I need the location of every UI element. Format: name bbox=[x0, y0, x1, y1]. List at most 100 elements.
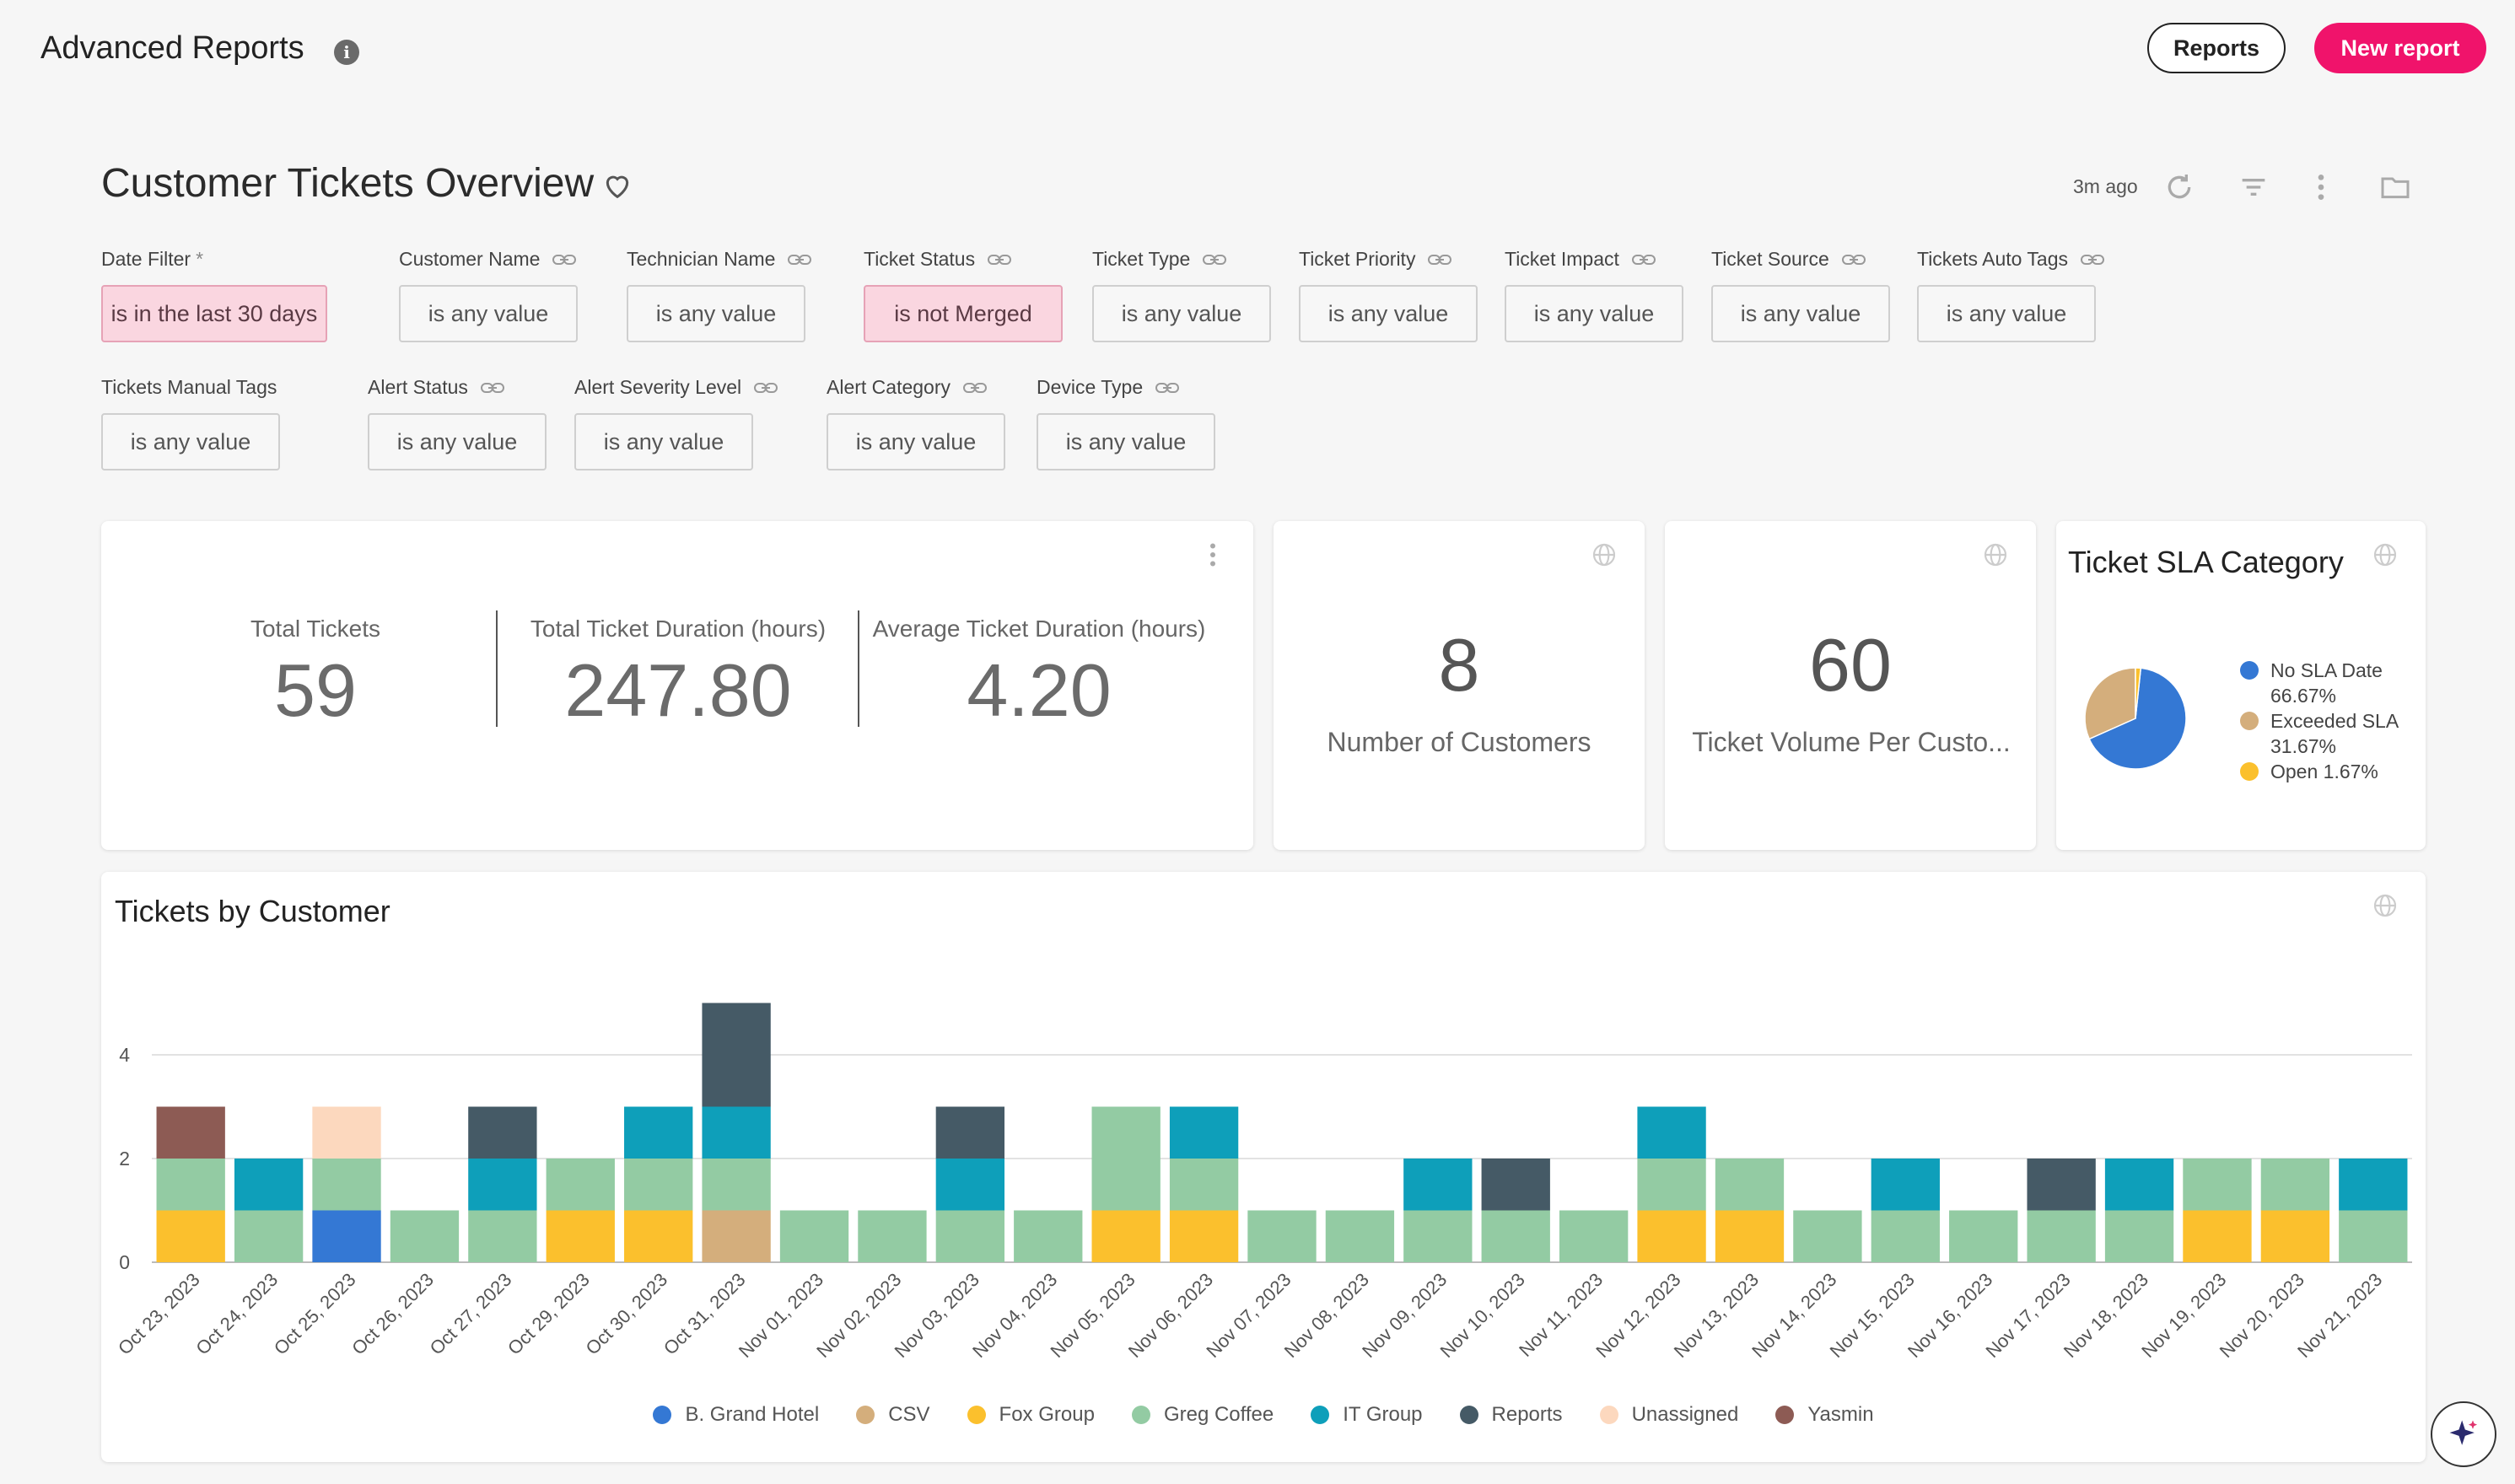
bar-segment[interactable] bbox=[157, 1211, 225, 1263]
filter-value-pill[interactable]: is any value bbox=[101, 413, 280, 470]
link-icon[interactable] bbox=[552, 251, 577, 268]
filter-value-pill[interactable]: is any value bbox=[1505, 285, 1683, 342]
bar-segment[interactable] bbox=[468, 1107, 536, 1159]
legend-item[interactable]: No SLA Date 66.67% bbox=[2240, 658, 2417, 708]
bar-segment[interactable] bbox=[1637, 1211, 1705, 1263]
bar-segment[interactable] bbox=[468, 1211, 536, 1263]
bar-segment[interactable] bbox=[157, 1107, 225, 1159]
bar-segment[interactable] bbox=[1014, 1211, 1082, 1263]
bar-segment[interactable] bbox=[2261, 1211, 2329, 1263]
legend-item[interactable]: CSV bbox=[856, 1403, 929, 1427]
bar-segment[interactable] bbox=[702, 1107, 770, 1159]
bar-segment[interactable] bbox=[234, 1211, 303, 1263]
filter-value-pill[interactable]: is any value bbox=[399, 285, 578, 342]
bar-segment[interactable] bbox=[1715, 1211, 1784, 1263]
filter-value-pill[interactable]: is any value bbox=[1037, 413, 1215, 470]
bar-segment[interactable] bbox=[624, 1211, 692, 1263]
ai-assistant-button[interactable] bbox=[2431, 1401, 2496, 1467]
bar-segment[interactable] bbox=[2027, 1211, 2095, 1263]
bar-segment[interactable] bbox=[547, 1211, 615, 1263]
filter-value-pill[interactable]: is any value bbox=[627, 285, 805, 342]
link-icon[interactable] bbox=[1427, 251, 1452, 268]
link-icon[interactable] bbox=[1202, 251, 1227, 268]
bar-segment[interactable] bbox=[468, 1159, 536, 1211]
globe-icon[interactable] bbox=[2372, 892, 2399, 919]
bar-segment[interactable] bbox=[2027, 1159, 2095, 1211]
bar-segment[interactable] bbox=[312, 1107, 380, 1159]
bar-segment[interactable] bbox=[1403, 1211, 1472, 1263]
bar-segment[interactable] bbox=[624, 1159, 692, 1211]
bar-segment[interactable] bbox=[1559, 1211, 1628, 1263]
link-icon[interactable] bbox=[987, 251, 1012, 268]
refresh-icon[interactable] bbox=[2162, 170, 2196, 204]
info-icon[interactable]: i bbox=[334, 40, 359, 65]
bar-segment[interactable] bbox=[2183, 1159, 2251, 1211]
bar-segment[interactable] bbox=[624, 1107, 692, 1159]
filter-value-pill[interactable]: is any value bbox=[574, 413, 753, 470]
bar-segment[interactable] bbox=[1403, 1159, 1472, 1211]
bar-segment[interactable] bbox=[1793, 1211, 1861, 1263]
globe-icon[interactable] bbox=[1982, 541, 2009, 568]
bar-segment[interactable] bbox=[1092, 1107, 1161, 1211]
heart-icon[interactable] bbox=[600, 169, 634, 202]
bar-segment[interactable] bbox=[1092, 1211, 1161, 1263]
bar-segment[interactable] bbox=[936, 1211, 1004, 1263]
bar-segment[interactable] bbox=[312, 1159, 380, 1211]
link-icon[interactable] bbox=[753, 379, 778, 396]
filter-value-pill[interactable]: is any value bbox=[1299, 285, 1478, 342]
bar-segment[interactable] bbox=[1482, 1159, 1550, 1211]
legend-item[interactable]: Greg Coffee bbox=[1132, 1403, 1274, 1427]
bar-segment[interactable] bbox=[1247, 1211, 1316, 1263]
bar-segment[interactable] bbox=[702, 1211, 770, 1263]
bar-segment[interactable] bbox=[157, 1159, 225, 1211]
more-vertical-icon[interactable] bbox=[1198, 540, 1228, 570]
legend-item[interactable]: Fox Group bbox=[967, 1403, 1095, 1427]
legend-item[interactable]: IT Group bbox=[1311, 1403, 1422, 1427]
bar-segment[interactable] bbox=[1326, 1211, 1394, 1263]
bar-segment[interactable] bbox=[1637, 1107, 1705, 1159]
folder-icon[interactable] bbox=[2378, 170, 2412, 204]
bar-segment[interactable] bbox=[936, 1159, 1004, 1211]
filter-value-pill[interactable]: is any value bbox=[368, 413, 547, 470]
link-icon[interactable] bbox=[1631, 251, 1656, 268]
bar-segment[interactable] bbox=[1482, 1211, 1550, 1263]
filter-value-pill[interactable]: is any value bbox=[827, 413, 1005, 470]
legend-item[interactable]: Reports bbox=[1460, 1403, 1563, 1427]
link-icon[interactable] bbox=[962, 379, 988, 396]
bar-segment[interactable] bbox=[2339, 1211, 2407, 1263]
bar-segment[interactable] bbox=[936, 1107, 1004, 1159]
filter-value-pill[interactable]: is in the last 30 days bbox=[101, 285, 327, 342]
globe-icon[interactable] bbox=[2372, 541, 2399, 568]
link-icon[interactable] bbox=[1841, 251, 1866, 268]
bar-segment[interactable] bbox=[1637, 1159, 1705, 1211]
bar-segment[interactable] bbox=[1871, 1159, 1940, 1211]
legend-item[interactable]: Open 1.67% bbox=[2240, 759, 2417, 784]
bar-segment[interactable] bbox=[780, 1211, 848, 1263]
bar-segment[interactable] bbox=[2105, 1159, 2173, 1211]
bar-segment[interactable] bbox=[2183, 1211, 2251, 1263]
bar-segment[interactable] bbox=[1715, 1159, 1784, 1211]
bar-segment[interactable] bbox=[2261, 1159, 2329, 1211]
bar-segment[interactable] bbox=[2105, 1211, 2173, 1263]
legend-item[interactable]: Exceeded SLA 31.67% bbox=[2240, 708, 2417, 759]
legend-item[interactable]: Yasmin bbox=[1775, 1403, 1873, 1427]
globe-icon[interactable] bbox=[1591, 541, 1618, 568]
bar-segment[interactable] bbox=[234, 1159, 303, 1211]
new-report-button[interactable]: New report bbox=[2314, 23, 2486, 73]
bar-segment[interactable] bbox=[1871, 1211, 1940, 1263]
filter-value-pill[interactable]: is any value bbox=[1917, 285, 2096, 342]
bar-segment[interactable] bbox=[1170, 1107, 1238, 1159]
bar-segment[interactable] bbox=[547, 1159, 615, 1211]
bar-segment[interactable] bbox=[702, 1003, 770, 1107]
legend-item[interactable]: Unassigned bbox=[1600, 1403, 1739, 1427]
bar-segment[interactable] bbox=[1949, 1211, 2017, 1263]
bar-segment[interactable] bbox=[702, 1159, 770, 1211]
link-icon[interactable] bbox=[787, 251, 812, 268]
legend-item[interactable]: B. Grand Hotel bbox=[653, 1403, 819, 1427]
reports-button[interactable]: Reports bbox=[2147, 23, 2286, 73]
filter-value-pill[interactable]: is any value bbox=[1711, 285, 1890, 342]
more-vertical-icon[interactable] bbox=[2304, 170, 2338, 204]
bar-segment[interactable] bbox=[312, 1211, 380, 1263]
link-icon[interactable] bbox=[1155, 379, 1180, 396]
bar-segment[interactable] bbox=[2339, 1159, 2407, 1211]
